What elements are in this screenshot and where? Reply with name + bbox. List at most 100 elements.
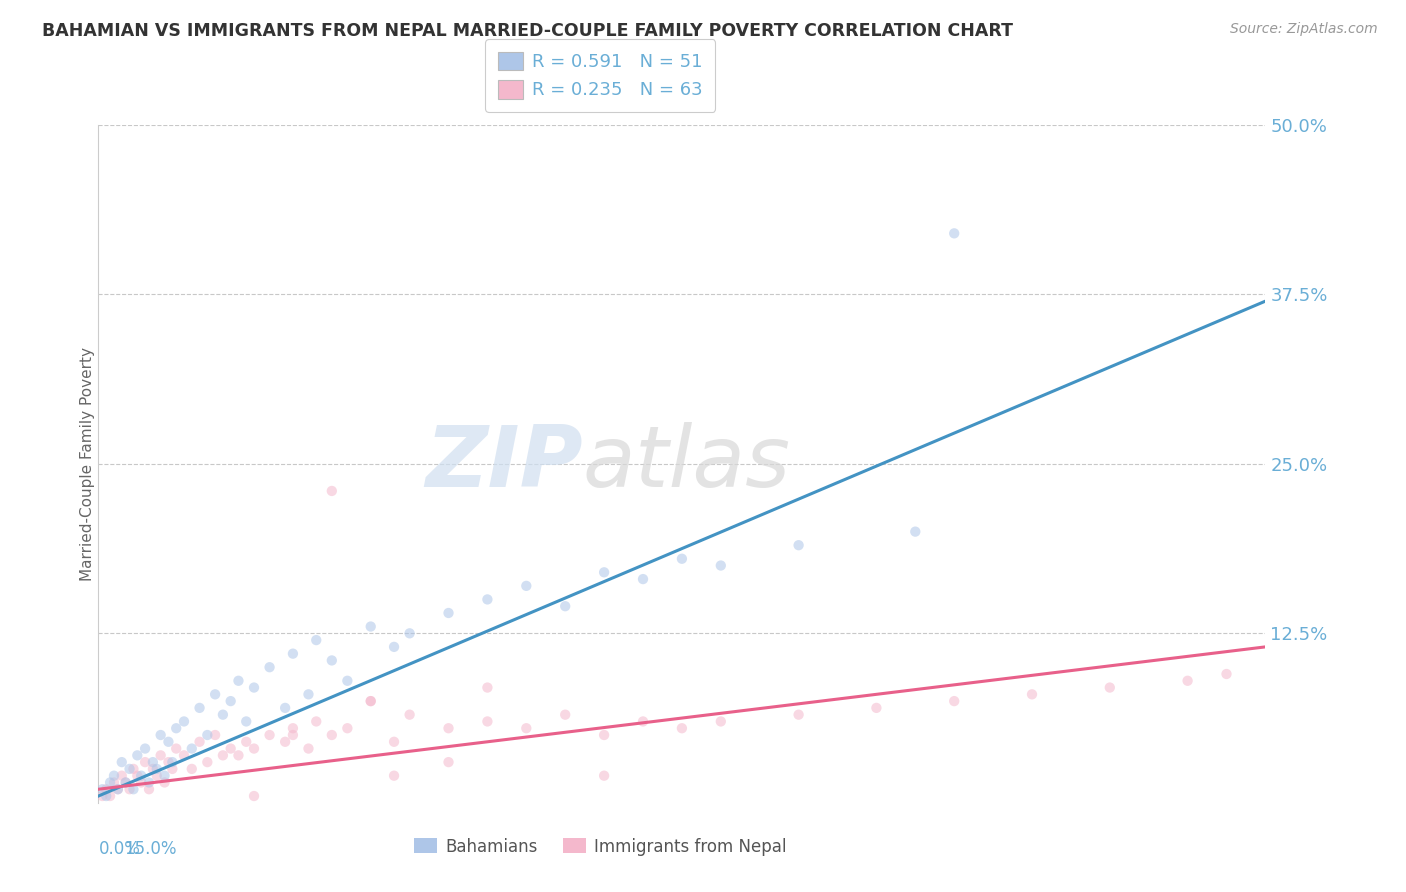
Legend: Bahamians, Immigrants from Nepal: Bahamians, Immigrants from Nepal <box>406 831 793 863</box>
Point <box>129 775 152 789</box>
Point <box>437 721 460 735</box>
Point <box>321 653 343 667</box>
Point <box>114 775 136 789</box>
Point <box>180 741 202 756</box>
Point <box>204 728 226 742</box>
Point <box>321 728 343 742</box>
Point <box>787 538 810 552</box>
Point <box>153 769 176 783</box>
Point <box>91 782 114 797</box>
Point <box>259 660 281 674</box>
Point <box>243 789 266 803</box>
Point <box>554 599 576 614</box>
Point <box>904 524 927 539</box>
Point <box>671 721 693 735</box>
Point <box>593 728 616 742</box>
Point <box>321 483 343 498</box>
Point <box>554 707 576 722</box>
Point <box>477 714 499 729</box>
Point <box>437 755 460 769</box>
Point <box>165 721 187 735</box>
Point <box>96 789 118 803</box>
Point <box>943 694 966 708</box>
Point <box>219 694 242 708</box>
Point <box>360 694 382 708</box>
Point <box>1215 667 1237 681</box>
Point <box>118 782 141 797</box>
Text: Source: ZipAtlas.com: Source: ZipAtlas.com <box>1230 22 1378 37</box>
Point <box>235 735 257 749</box>
Point <box>398 707 420 722</box>
Text: atlas: atlas <box>582 422 790 506</box>
Point <box>134 755 156 769</box>
Point <box>297 687 319 701</box>
Point <box>477 681 499 695</box>
Point <box>1021 687 1043 701</box>
Point <box>274 701 297 715</box>
Point <box>188 701 211 715</box>
Point <box>787 707 810 722</box>
Point <box>865 701 887 715</box>
Point <box>103 775 125 789</box>
Point <box>127 769 149 783</box>
Point <box>274 735 297 749</box>
Point <box>437 606 460 620</box>
Point <box>212 707 235 722</box>
Point <box>180 762 202 776</box>
Point <box>118 762 141 776</box>
Point <box>146 769 169 783</box>
Point <box>173 714 195 729</box>
Point <box>943 227 966 241</box>
Point <box>382 769 405 783</box>
Point <box>129 769 152 783</box>
Point <box>1098 681 1121 695</box>
Point <box>1177 673 1199 688</box>
Point <box>111 755 134 769</box>
Point <box>127 748 149 763</box>
Point <box>134 741 156 756</box>
Point <box>165 741 187 756</box>
Text: ZIP: ZIP <box>425 422 582 506</box>
Point <box>671 551 693 566</box>
Point <box>195 728 218 742</box>
Point <box>146 762 169 776</box>
Text: 0.0%: 0.0% <box>98 840 141 858</box>
Point <box>142 762 165 776</box>
Point <box>259 728 281 742</box>
Point <box>360 619 382 633</box>
Point <box>305 714 328 729</box>
Point <box>710 714 733 729</box>
Point <box>162 762 184 776</box>
Point <box>360 694 382 708</box>
Point <box>162 755 184 769</box>
Point <box>212 748 235 763</box>
Point <box>111 769 134 783</box>
Point <box>149 728 172 742</box>
Point <box>204 687 226 701</box>
Point <box>153 775 176 789</box>
Point <box>593 566 616 580</box>
Point <box>235 714 257 729</box>
Point <box>631 714 654 729</box>
Point <box>91 789 114 803</box>
Point <box>477 592 499 607</box>
Point <box>281 647 304 661</box>
Point <box>710 558 733 573</box>
Point <box>173 748 195 763</box>
Text: 15.0%: 15.0% <box>124 840 176 858</box>
Point <box>157 735 180 749</box>
Point <box>228 673 250 688</box>
Point <box>107 782 129 797</box>
Point <box>157 755 180 769</box>
Point <box>305 633 328 648</box>
Point <box>336 721 359 735</box>
Point <box>107 782 129 797</box>
Point <box>219 741 242 756</box>
Point <box>138 782 160 797</box>
Point <box>297 741 319 756</box>
Point <box>98 775 121 789</box>
Point <box>515 579 537 593</box>
Point <box>122 782 145 797</box>
Point <box>142 755 165 769</box>
Point <box>149 748 172 763</box>
